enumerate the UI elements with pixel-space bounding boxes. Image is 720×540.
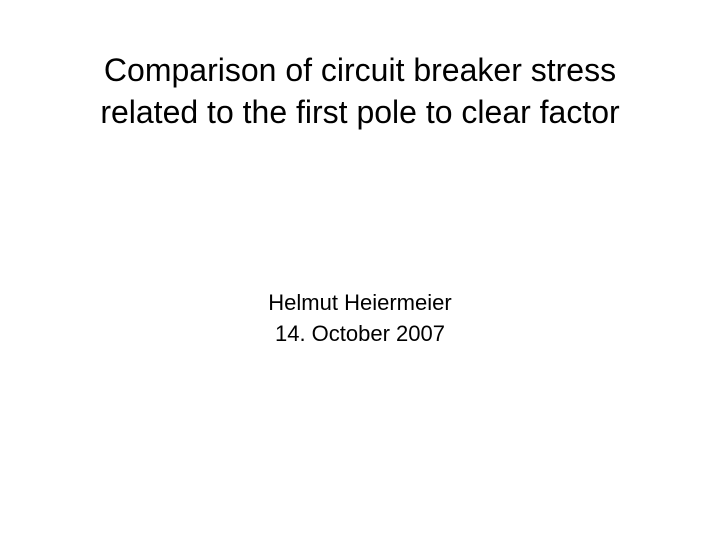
slide-container: Comparison of circuit breaker stress rel… (0, 0, 720, 540)
author-name: Helmut Heiermeier (60, 288, 660, 319)
presentation-date: 14. October 2007 (60, 319, 660, 350)
subtitle-block: Helmut Heiermeier 14. October 2007 (60, 288, 660, 350)
slide-title: Comparison of circuit breaker stress rel… (60, 50, 660, 133)
